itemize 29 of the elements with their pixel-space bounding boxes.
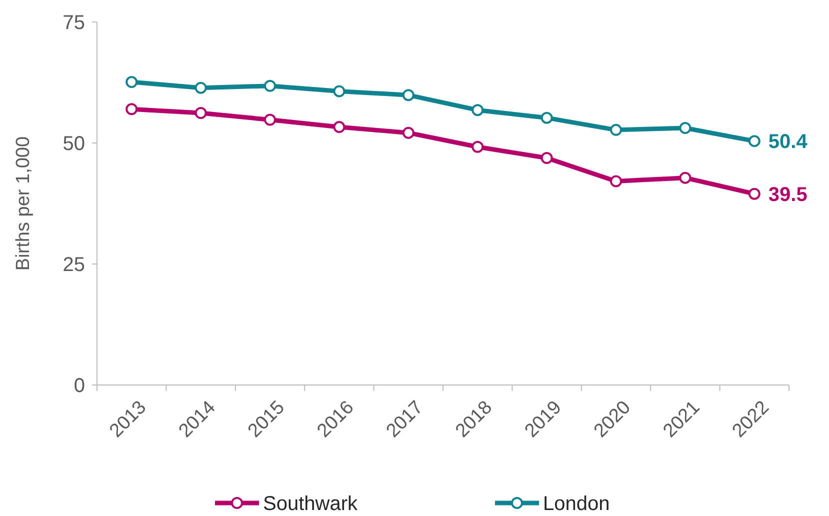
- point: [472, 104, 484, 116]
- point: [264, 80, 276, 92]
- y-tick-label: 0: [74, 375, 85, 397]
- point: [748, 135, 760, 148]
- data-label: 50.4: [768, 131, 808, 154]
- y-tick-label: 75: [62, 12, 85, 34]
- y-tick-label: 25: [62, 254, 85, 276]
- point: [402, 126, 414, 139]
- point: [333, 85, 346, 98]
- point: [748, 188, 760, 200]
- point: [679, 172, 692, 184]
- point: [540, 112, 553, 124]
- point: [610, 124, 622, 136]
- y-axis-title: Births per 1,000: [13, 136, 34, 271]
- data-label: 39.5: [768, 184, 808, 206]
- point: [194, 82, 207, 94]
- y-tick-label: 50: [62, 133, 85, 155]
- point: [264, 114, 276, 126]
- legend-label: London: [543, 493, 610, 515]
- point: [679, 122, 692, 134]
- point: [472, 140, 484, 153]
- point: [540, 152, 553, 164]
- legend-label: Southwark: [263, 493, 358, 515]
- point: [126, 76, 138, 88]
- point: [194, 106, 207, 119]
- point: [333, 121, 346, 134]
- point: [126, 103, 138, 116]
- point: [610, 175, 622, 188]
- point: [402, 89, 414, 102]
